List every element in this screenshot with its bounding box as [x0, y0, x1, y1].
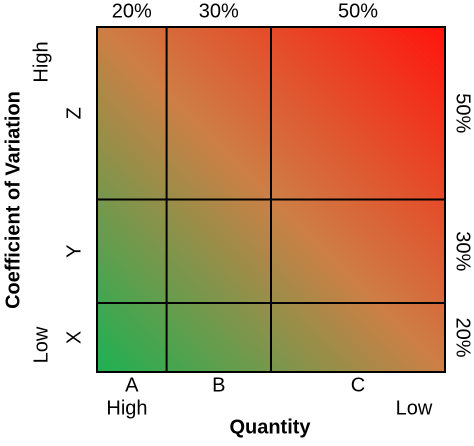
y-axis-low: Low	[30, 326, 52, 363]
row-share: 30%	[452, 231, 474, 271]
column-share: 50%	[338, 0, 378, 22]
x-axis-high: High	[106, 397, 147, 419]
y-axis-title: Coefficient of Variation	[2, 91, 24, 309]
x-axis-low: Low	[396, 397, 433, 419]
row-label: X	[63, 331, 85, 344]
row-share: 50%	[452, 93, 474, 133]
row-share: 20%	[452, 317, 474, 357]
column-label: B	[212, 374, 225, 396]
column-label: A	[125, 374, 139, 396]
row-label: Z	[63, 107, 85, 119]
row-label: Y	[63, 245, 85, 258]
y-axis-high: High	[30, 41, 52, 82]
column-label: C	[351, 374, 365, 396]
column-share: 30%	[199, 0, 239, 22]
x-axis-title: Quantity	[229, 416, 311, 438]
column-share: 20%	[112, 0, 152, 22]
